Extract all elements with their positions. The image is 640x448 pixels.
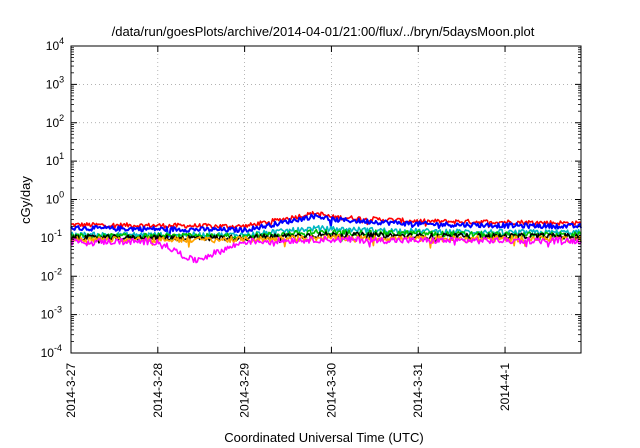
- series-line-4: [70, 228, 582, 243]
- series-group: [70, 210, 582, 264]
- y-axis-label: cGy/day: [18, 176, 33, 224]
- y-tick-base: 10: [41, 231, 55, 245]
- y-tick-base: 10: [41, 308, 55, 322]
- x-tick-label: 2014-3-28: [151, 363, 165, 418]
- y-tick-exponent: 1: [59, 151, 64, 161]
- y-tick-exponent: -4: [54, 343, 62, 353]
- y-tick-exponent: 3: [59, 74, 64, 84]
- x-tick-label: 2014-3-30: [324, 363, 338, 418]
- series-line-5: [70, 231, 582, 244]
- y-tick-exponent: 4: [59, 36, 64, 46]
- y-tick-exponent: 0: [59, 190, 64, 200]
- y-tick-base: 10: [46, 154, 60, 168]
- y-tick-label: 10-2: [41, 266, 62, 283]
- y-tick-label: 100: [46, 190, 64, 207]
- y-tick-base: 10: [46, 193, 60, 207]
- grid: [70, 46, 581, 353]
- y-tick-exponent: -1: [54, 228, 62, 238]
- y-tick-base: 10: [46, 39, 60, 53]
- y-tick-label: 103: [46, 74, 64, 91]
- x-tick-label: 2014-4-1: [498, 363, 512, 411]
- y-tick-label: 10-1: [41, 228, 62, 245]
- y-tick-base: 10: [41, 346, 55, 360]
- y-tick-label: 104: [46, 36, 64, 53]
- x-axis-label: Coordinated Universal Time (UTC): [224, 430, 423, 445]
- y-tick-label: 10-3: [41, 305, 62, 322]
- y-tick-label: 101: [46, 151, 64, 168]
- y-tick-exponent: -2: [54, 266, 62, 276]
- series-line-2: [70, 213, 582, 238]
- y-tick-base: 10: [41, 269, 55, 283]
- chart-title: /data/run/goesPlots/archive/2014-04-01/2…: [112, 24, 535, 39]
- y-tick-exponent: -3: [54, 305, 62, 315]
- y-tick-label: 102: [46, 113, 64, 130]
- y-tick-base: 10: [46, 116, 60, 130]
- y-tick-label: 10-4: [41, 343, 62, 360]
- x-tick-label: 2014-3-29: [238, 363, 252, 418]
- series-line-7: [70, 235, 582, 264]
- x-tick-label: 2014-3-31: [411, 363, 425, 418]
- y-tick-exponent: 2: [59, 113, 64, 123]
- y-tick-base: 10: [46, 77, 60, 91]
- x-tick-label: 2014-3-27: [64, 363, 78, 418]
- x-axis: 2014-3-27 2014-3-28 2014-3-29 2014-3-30 2014…: [64, 46, 512, 418]
